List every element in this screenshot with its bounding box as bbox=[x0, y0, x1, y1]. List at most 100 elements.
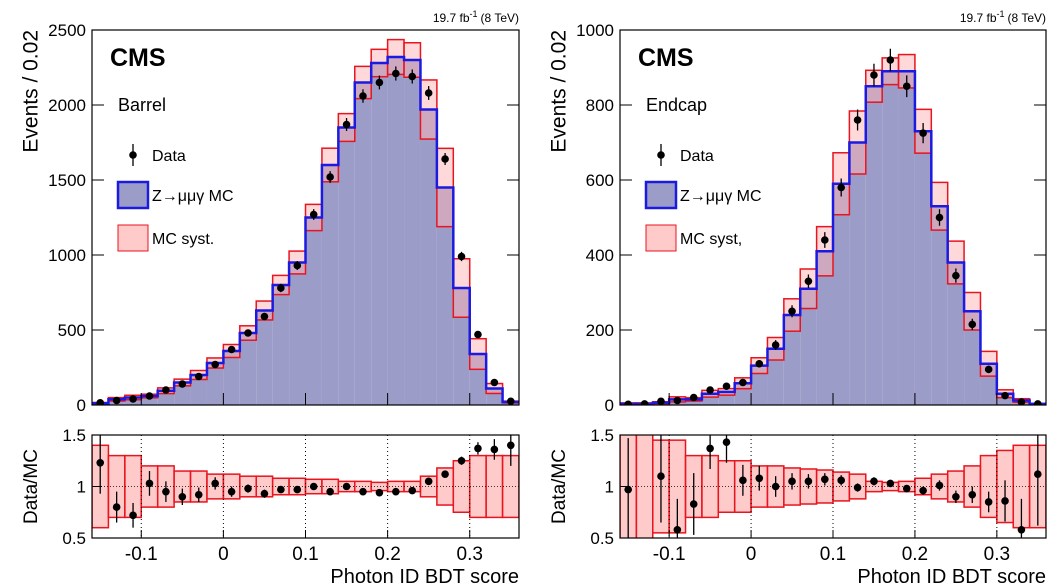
mc-bar bbox=[914, 131, 932, 405]
legend-syst-swatch bbox=[117, 224, 149, 252]
ratio-point bbox=[739, 476, 747, 485]
x-tick-label: 0.3 bbox=[984, 544, 1010, 565]
mc-bar bbox=[767, 348, 784, 405]
x-tick-label: 0.2 bbox=[902, 544, 928, 565]
ratio-point bbox=[673, 525, 682, 534]
data-point bbox=[739, 378, 747, 387]
data-point bbox=[260, 312, 269, 321]
ratio-point bbox=[211, 479, 219, 488]
mc-bar bbox=[751, 365, 768, 405]
y-tick-label: 1000 bbox=[576, 21, 614, 40]
y-axis-label: Events / 0.02 bbox=[547, 30, 570, 153]
data-point bbox=[788, 307, 796, 316]
mc-bar bbox=[190, 375, 207, 405]
mc-bar bbox=[289, 262, 306, 405]
data-point bbox=[129, 395, 137, 403]
mc-bar bbox=[141, 396, 158, 405]
mc-bar bbox=[305, 217, 322, 405]
y-tick-label: 1500 bbox=[48, 171, 86, 190]
ratio-point bbox=[689, 500, 698, 508]
data-point bbox=[984, 365, 993, 374]
data-point bbox=[244, 329, 252, 337]
mc-bar bbox=[420, 109, 437, 405]
data-point bbox=[392, 69, 400, 78]
ratio-point bbox=[1001, 497, 1009, 505]
mc-bar bbox=[404, 60, 421, 405]
y-tick-label: 600 bbox=[586, 171, 614, 190]
data-point bbox=[902, 82, 911, 91]
mc-bar bbox=[882, 71, 899, 405]
data-point bbox=[935, 213, 944, 222]
ratio-point bbox=[490, 445, 499, 454]
ratio-point bbox=[474, 444, 482, 453]
ratio-y-tick-label: 0.5 bbox=[62, 529, 86, 548]
lumi-sup: -1 bbox=[470, 9, 478, 19]
experiment-label: CMS bbox=[110, 44, 166, 72]
mc-bar bbox=[833, 183, 850, 405]
ratio-point bbox=[771, 482, 780, 491]
ratio-point bbox=[178, 493, 187, 501]
mc-bar bbox=[800, 288, 817, 405]
lumi-label: 19.7 fb-1 (8 TeV) bbox=[433, 9, 519, 25]
region-label: Barrel bbox=[118, 95, 166, 115]
ratio-y-tick-label: 1.5 bbox=[62, 426, 86, 445]
legend-label: Data bbox=[152, 148, 186, 165]
data-point bbox=[408, 72, 417, 81]
ratio-plot bbox=[92, 435, 519, 538]
x-tick-label: -0.1 bbox=[125, 544, 158, 565]
y-axis-label: Events / 0.02 bbox=[19, 30, 42, 153]
data-point bbox=[640, 400, 649, 405]
legend-label: MC syst, bbox=[680, 231, 742, 248]
ratio-point bbox=[145, 479, 154, 488]
data-point bbox=[771, 341, 780, 349]
legend-syst-swatch bbox=[645, 224, 677, 252]
legend-mc-swatch bbox=[644, 180, 678, 210]
data-point bbox=[375, 78, 384, 87]
data-point bbox=[162, 386, 170, 394]
mc-bar bbox=[783, 315, 801, 405]
data-point bbox=[1001, 391, 1009, 400]
x-axis-label: Photon ID BDT score bbox=[857, 566, 1046, 587]
data-point bbox=[96, 398, 105, 405]
data-point bbox=[689, 393, 698, 402]
ratio-point bbox=[408, 486, 417, 495]
mc-bar bbox=[865, 86, 883, 405]
main-plot bbox=[620, 48, 1046, 405]
mc-bar bbox=[947, 262, 965, 405]
data-point bbox=[952, 271, 960, 280]
mc-bar bbox=[174, 382, 191, 405]
lumi-rest: (8 TeV) bbox=[481, 11, 519, 25]
ratio-point bbox=[277, 485, 285, 494]
x-tick-label: 0 bbox=[746, 544, 757, 565]
data-point bbox=[506, 397, 515, 405]
data-point bbox=[755, 359, 764, 368]
mc-bar bbox=[849, 142, 866, 405]
data-point bbox=[673, 396, 682, 405]
mc-bar bbox=[272, 285, 290, 405]
ratio-point bbox=[96, 459, 105, 467]
mc-bar bbox=[371, 63, 388, 405]
data-point bbox=[490, 378, 499, 387]
lumi-sup: -1 bbox=[997, 9, 1005, 19]
data-point bbox=[145, 392, 154, 400]
legend-label: Data bbox=[680, 148, 714, 165]
ratio-point bbox=[326, 487, 334, 496]
y-tick-label: 200 bbox=[586, 321, 614, 340]
y-tick-label: 800 bbox=[586, 96, 614, 115]
ratio-syst-band bbox=[717, 460, 736, 513]
mc-bar bbox=[223, 351, 240, 405]
mc-outline bbox=[620, 70, 1046, 405]
mc-bar bbox=[256, 310, 273, 405]
data-point bbox=[309, 210, 318, 219]
data-point bbox=[870, 71, 878, 79]
mc-bar bbox=[321, 165, 339, 405]
data-point bbox=[657, 397, 665, 405]
y-tick-label: 2000 bbox=[48, 96, 86, 115]
ratio-point bbox=[902, 484, 911, 493]
x-tick-label: -0.1 bbox=[653, 544, 686, 565]
mc-outline bbox=[92, 55, 519, 405]
lumi-text: 19.7 fb bbox=[433, 11, 470, 25]
mc-bar bbox=[354, 82, 372, 405]
